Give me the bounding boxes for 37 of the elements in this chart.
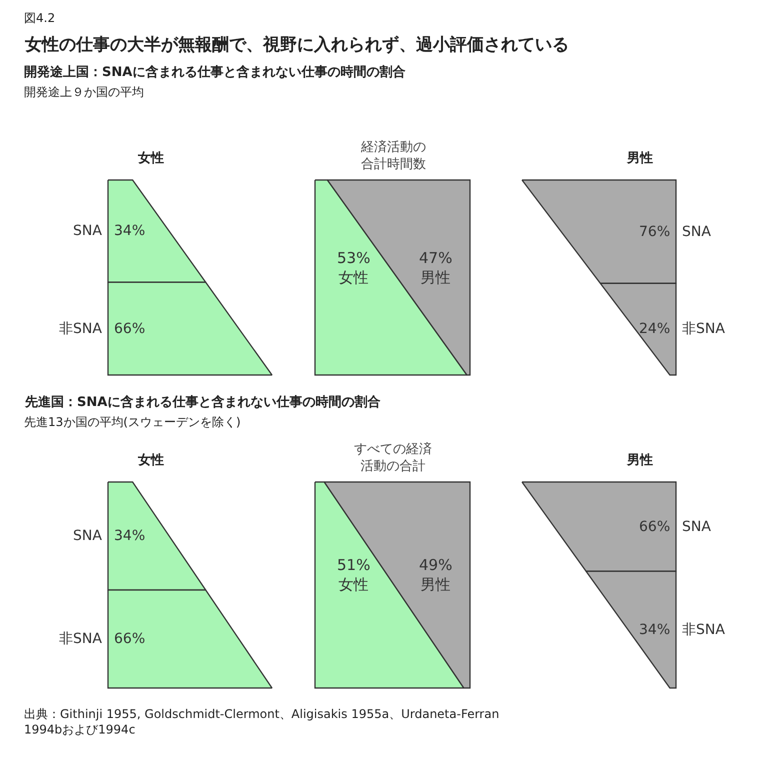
text: 男性 xyxy=(626,453,653,468)
data-label: 66% xyxy=(114,631,146,647)
data-label: 51% xyxy=(337,556,370,574)
category-label: 非SNA xyxy=(59,321,102,337)
data-label: 47% xyxy=(419,249,452,267)
source-note: 出典：Githinji 1955, Goldschmidt-Clermont、Aligisakis 1955a、Urdaneta-Ferran 1994bおよび1994c xyxy=(24,707,500,737)
text: 開発途上国：SNAに含まれる仕事と含まれない仕事の時間の割合 xyxy=(24,64,406,80)
category-label: 女性 xyxy=(338,268,369,286)
text: 開発途上９か国の平均 xyxy=(24,85,144,99)
data-label: 49% xyxy=(419,556,452,574)
category-label: 非SNA xyxy=(682,622,726,638)
text: 先進13か国の平均(スウェーデンを除く) xyxy=(24,415,241,429)
category-label: 非SNA xyxy=(682,321,726,337)
category-label: SNA xyxy=(73,528,102,544)
text: 男性 xyxy=(626,151,653,166)
text: 女性 xyxy=(137,453,164,468)
category-label: SNA xyxy=(682,224,712,240)
category-label: SNA xyxy=(73,223,102,239)
data-label: 53% xyxy=(337,249,370,267)
category-label: 非SNA xyxy=(59,631,102,647)
data-label: 66% xyxy=(639,519,670,535)
category-label: 男性 xyxy=(420,268,451,286)
text: 経済活動の合計時間数 xyxy=(360,139,426,172)
data-label: 76% xyxy=(639,224,670,240)
data-label: 34% xyxy=(639,622,670,638)
text: 先進国：SNAに含まれる仕事と含まれない仕事の時間の割合 xyxy=(24,394,380,410)
text: 女性の仕事の大半が無報酬で、視野に入れられず、過小評価されている xyxy=(24,35,569,55)
caption: 図4.2 xyxy=(24,11,56,25)
category-label: 女性 xyxy=(338,576,369,594)
category-label: SNA xyxy=(682,519,712,535)
data-label: 66% xyxy=(114,321,146,337)
text: すべての経済活動の合計 xyxy=(354,441,432,474)
data-label: 34% xyxy=(114,528,146,544)
data-label: 24% xyxy=(639,321,670,337)
category-label: 男性 xyxy=(420,576,451,594)
text: 女性 xyxy=(137,151,164,166)
data-label: 34% xyxy=(114,223,146,239)
